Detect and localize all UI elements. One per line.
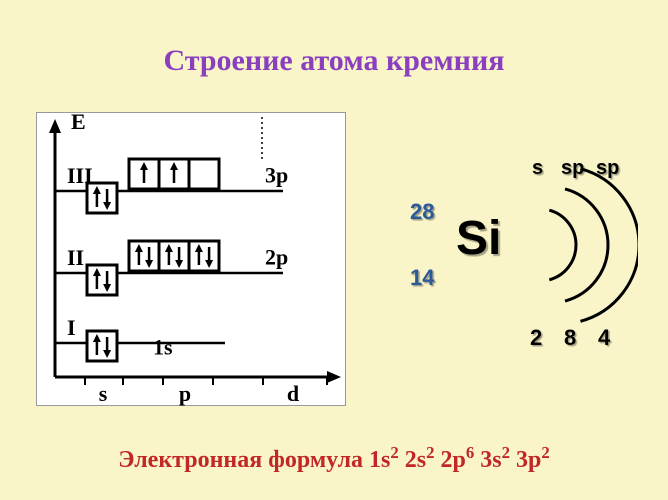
svg-text:3p: 3p	[265, 162, 288, 187]
element-symbol: Si	[456, 211, 501, 266]
page-title: Строение атома кремния	[0, 44, 668, 78]
shell-electron-count: 2	[530, 325, 542, 351]
svg-text:I: I	[67, 315, 76, 340]
mass-number: 28	[410, 199, 434, 225]
shell-label: s	[532, 157, 543, 180]
svg-text:s: s	[99, 381, 108, 406]
svg-text:E: E	[71, 113, 86, 134]
formula-term: 3p2	[516, 447, 550, 473]
electron-formula: Электронная формула 1s2 2s2 2p6 3s2 3p2	[0, 443, 668, 474]
svg-text:p: p	[179, 381, 191, 406]
formula-term: 3s2	[480, 447, 510, 473]
shell-label: sp	[596, 157, 619, 180]
formula-term: 2s2	[405, 447, 435, 473]
formula-term: 2p6	[441, 447, 475, 473]
svg-text:II: II	[67, 245, 84, 270]
energy-diagram-svg: EspdIIIIII1s2p3p	[37, 113, 347, 407]
shell-electron-count: 4	[598, 325, 610, 351]
svg-text:2p: 2p	[265, 244, 288, 269]
energy-diagram: EspdIIIIII1s2p3p	[36, 112, 346, 406]
formula-term: 1s2	[369, 447, 399, 473]
shell-label: sp	[561, 157, 584, 180]
formula-prefix: Электронная формула	[118, 447, 369, 473]
shell-electron-count: 8	[564, 325, 576, 351]
svg-text:d: d	[287, 381, 299, 406]
atomic-number: 14	[410, 265, 434, 291]
atom-shell-diagram: Si 28 14 s2sp8sp4	[398, 165, 638, 365]
slide: Строение атома кремния EspdIIIIII1s2p3p …	[0, 0, 668, 500]
svg-text:1s: 1s	[153, 334, 173, 359]
